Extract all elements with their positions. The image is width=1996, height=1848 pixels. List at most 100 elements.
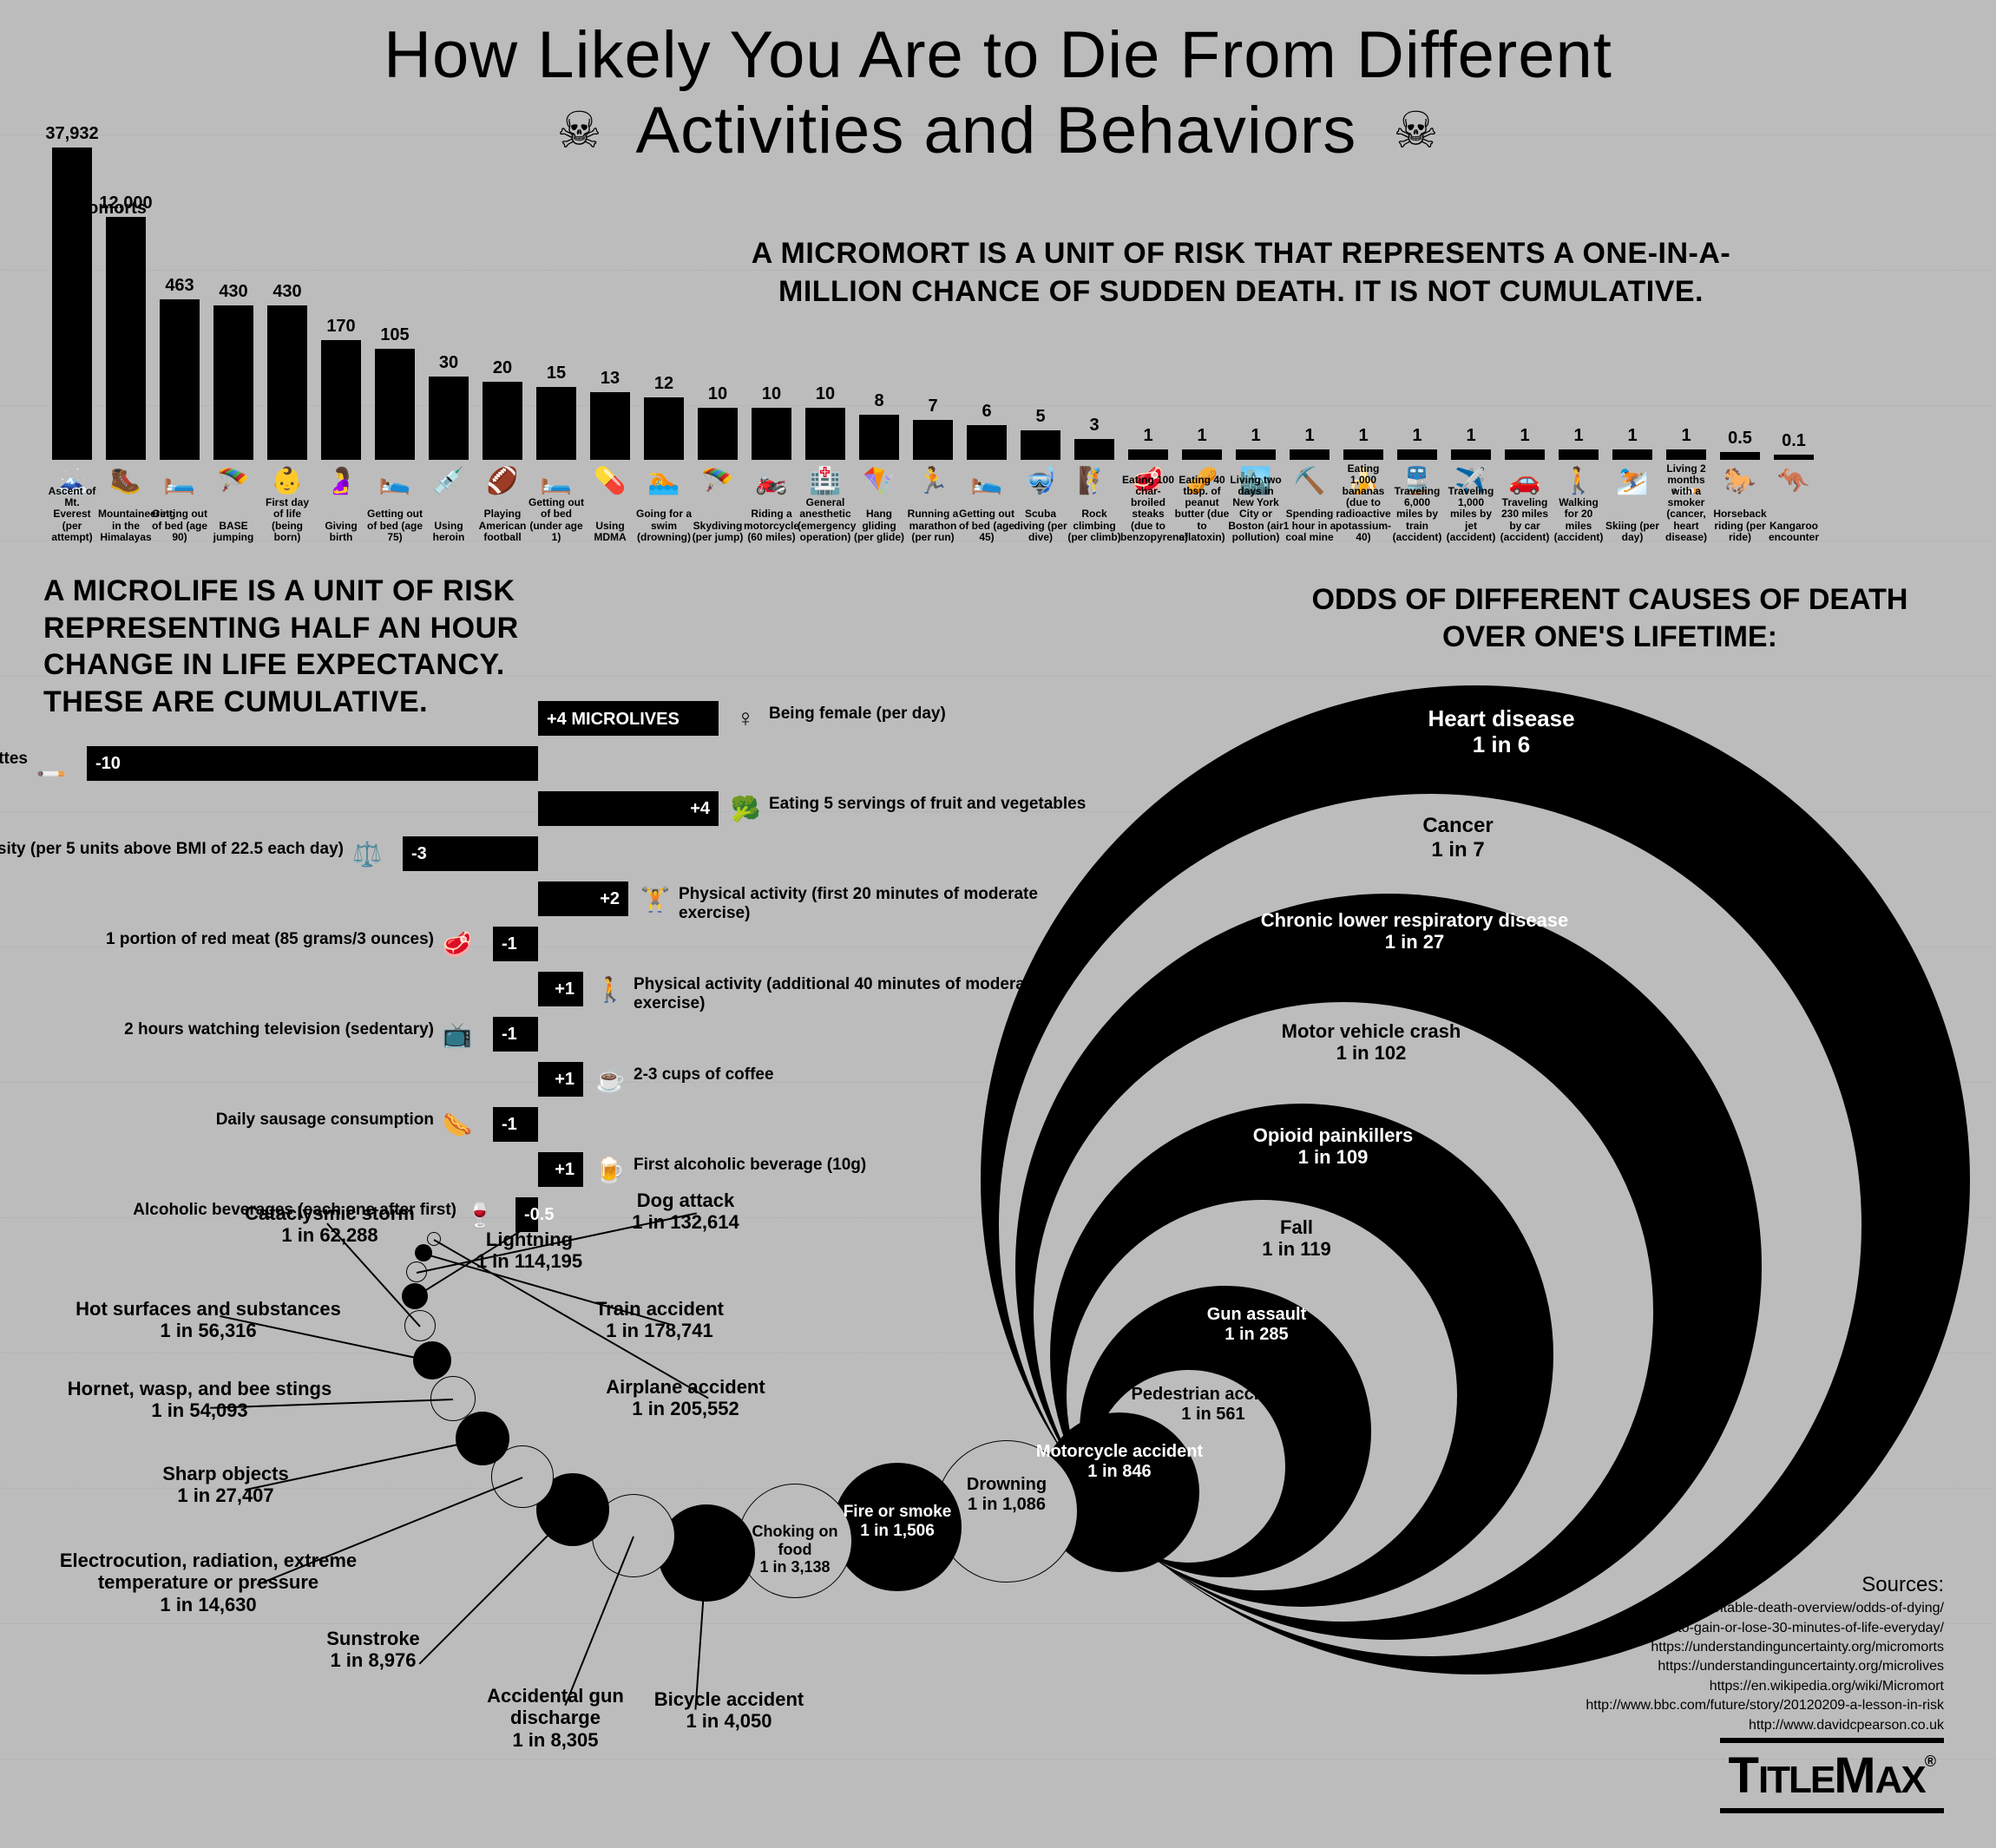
- micromort-label: Riding a motorcycle (60 miles): [744, 508, 799, 543]
- microlife-bar: -1: [493, 1017, 538, 1052]
- micromort-bar: [644, 397, 684, 460]
- odds-label: Chronic lower respiratory disease1 in 27: [1258, 909, 1571, 953]
- microlife-row: -3⚖️Obesity (per 5 units above BMI of 22…: [43, 829, 1015, 878]
- microlife-icon: 📺: [436, 1019, 479, 1050]
- micromort-bar: [1666, 449, 1706, 460]
- micromort-label: Mountaineering in the Himalayas: [98, 508, 154, 543]
- micromort-label: Getting out of bed (age 90): [152, 508, 207, 543]
- microlife-icon: 🍷: [458, 1199, 502, 1230]
- microlife-value: -10: [95, 754, 121, 774]
- micromort-value: 5: [1014, 407, 1067, 427]
- microlife-label: 2 hours watching television (sedentary): [17, 1020, 434, 1039]
- micromort-value: 170: [314, 317, 368, 337]
- micromort-chart: Micromorts A MICROMORT IS A UNIT OF RISK…: [52, 69, 1944, 538]
- microlife-bar: +1: [538, 1152, 583, 1187]
- microlife-chart: A MICROLIFE IS A UNIT OF RISK REPRESENTI…: [43, 573, 1015, 720]
- micromort-icon: 💊: [583, 463, 637, 498]
- micromort-label: Hang gliding (per glide): [851, 508, 907, 543]
- odds-label: Opioid painkillers1 in 109: [1220, 1124, 1446, 1169]
- microlife-icon: 🥩: [436, 928, 479, 960]
- odds-leader-label: Dog attack1 in 132,614: [573, 1189, 798, 1234]
- microlife-bar: -1: [493, 927, 538, 961]
- micromort-bar: [1397, 449, 1437, 460]
- micromort-bar: [1612, 449, 1652, 460]
- microlife-icon: 🏋️: [634, 883, 677, 914]
- microlife-icon: 🍺: [588, 1154, 632, 1185]
- microlife-label: Physical activity (first 20 minutes of m…: [679, 885, 1095, 923]
- micromort-label: Traveling 230 miles by car (accident): [1497, 497, 1553, 543]
- microlife-row: -1🥩1 portion of red meat (85 grams/3 oun…: [43, 920, 1015, 968]
- micromort-label: Eating 40 tbsp. of peanut butter (due to…: [1174, 475, 1230, 543]
- micromort-label: General anesthetic (emergency operation): [798, 497, 853, 543]
- micromort-value: 1: [1605, 426, 1659, 446]
- odds-leader-label: Airplane accident1 in 205,552: [573, 1376, 798, 1420]
- micromort-label: Rock climbing (per climb): [1067, 508, 1122, 543]
- micromort-label: Ascent of Mt. Everest (per attempt): [44, 486, 100, 543]
- micromort-bar: [160, 299, 200, 460]
- micromort-icon: 👶: [260, 463, 314, 498]
- microlife-bar: -1: [493, 1107, 538, 1142]
- micromort-bar: [967, 425, 1007, 460]
- micromort-value: 10: [745, 384, 798, 404]
- microlife-bar: +1: [538, 1062, 583, 1097]
- micromort-bar: [1451, 449, 1491, 460]
- odds-leader-label: Cataclysmic storm1 in 62,288: [217, 1203, 443, 1247]
- micromort-label: BASE jumping: [206, 521, 261, 543]
- micromort-value: 0.5: [1713, 429, 1767, 449]
- odds-label: Motor vehicle crash1 in 102: [1258, 1020, 1484, 1065]
- microlife-bar: -10: [87, 746, 538, 781]
- micromort-icon: 🪂: [207, 463, 260, 498]
- micromort-value: 12,000: [99, 193, 153, 213]
- micromort-bar: [1182, 449, 1222, 460]
- microlife-value: -3: [411, 844, 427, 864]
- micromort-icon: 💉: [422, 463, 476, 498]
- micromort-label: Living 2 months with a smoker (cancer, h…: [1658, 463, 1714, 543]
- micromort-bar: [106, 217, 146, 460]
- microlife-label: Daily sausage consumption: [17, 1111, 434, 1130]
- micromort-label: Living two days in New York City or Bost…: [1228, 475, 1284, 543]
- microlife-value: +2: [600, 889, 620, 909]
- micromort-bar: [1343, 449, 1383, 460]
- source-line: http://www.davidcpearson.co.uk: [1388, 1716, 1944, 1735]
- odds-leader-label: Hornet, wasp, and bee stings1 in 54,093: [61, 1378, 338, 1422]
- micromort-value: 6: [960, 402, 1014, 422]
- micromort-value: 1: [1283, 426, 1336, 446]
- micromort-value: 15: [529, 364, 583, 383]
- micromort-value: 1: [1229, 426, 1283, 446]
- micromort-bar: [429, 377, 469, 460]
- micromort-icon: 🪁: [852, 463, 906, 498]
- microlife-row: -1🌭Daily sausage consumption: [43, 1100, 1015, 1149]
- micromort-value: 1: [1498, 426, 1552, 446]
- micromort-value: 430: [207, 282, 260, 302]
- micromort-label: Scuba diving (per dive): [1013, 508, 1068, 543]
- microlife-label: Eating 5 servings of fruit and vegetable…: [769, 795, 1185, 814]
- titlemax-logo: TITLEMAX®: [1720, 1738, 1944, 1813]
- micromort-bar: [375, 349, 415, 460]
- microlife-label: Obesity (per 5 units above BMI of 22.5 e…: [0, 840, 344, 859]
- micromort-bar: [483, 382, 522, 460]
- microlife-icon: ⚖️: [345, 838, 389, 869]
- microlife-row: +1☕2-3 cups of coffee: [43, 1055, 1015, 1104]
- micromort-label: Walking for 20 miles (accident): [1551, 497, 1606, 543]
- odds-leader-label: Sunstroke1 in 8,976: [260, 1628, 486, 1672]
- micromort-value: 0.1: [1767, 431, 1821, 451]
- microlife-icon: 🚬: [30, 748, 73, 779]
- micromort-value: 1: [1175, 426, 1229, 446]
- micromort-value: 37,932: [45, 124, 99, 144]
- micromort-value: 30: [422, 353, 476, 373]
- micromort-icon: 🏥: [798, 463, 852, 498]
- micromort-icon: 🥾: [99, 463, 153, 498]
- microlife-row: -1📺2 hours watching television (sedentar…: [43, 1010, 1015, 1058]
- micromort-label: Eating 1,000 bananas (due to radioactive…: [1336, 463, 1391, 543]
- microlife-row: +4🥦Eating 5 servings of fruit and vegeta…: [43, 784, 1015, 833]
- micromort-value: 13: [583, 369, 637, 389]
- microlife-value: -0.5: [524, 1205, 554, 1225]
- micromort-icon: 🤿: [1014, 463, 1067, 498]
- micromort-bar: [1128, 449, 1168, 460]
- micromort-label: Skiing (per day): [1605, 521, 1660, 543]
- odds-label: Heart disease1 in 6: [1389, 706, 1614, 758]
- source-line: http://www.bbc.com/future/story/20120209…: [1388, 1696, 1944, 1715]
- odds-leader-label: Train accident1 in 178,741: [547, 1298, 772, 1342]
- micromort-value: 463: [153, 276, 207, 296]
- micromort-icon: 🛌: [960, 463, 1014, 498]
